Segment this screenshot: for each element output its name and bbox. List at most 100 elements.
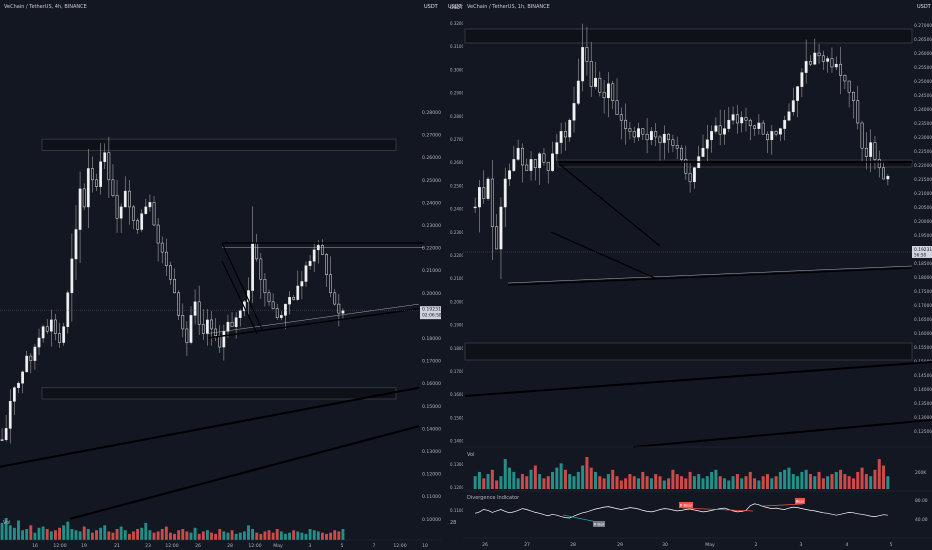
- left-volume-bar: [62, 525, 66, 540]
- left-volume-bar: [17, 520, 20, 540]
- left-volume-bar: [341, 529, 345, 540]
- left-volume-bar: [300, 532, 304, 540]
- right-candle: [671, 139, 675, 146]
- left-candle: [173, 278, 176, 294]
- right-volume-bar: [744, 476, 748, 489]
- right-volume-bar: [568, 474, 572, 489]
- left-volume-bar: [173, 533, 176, 540]
- right-volume-bar: [774, 476, 778, 489]
- left-volume-bar: [119, 526, 123, 540]
- right-volume-bar: [538, 474, 542, 489]
- left-candle: [37, 337, 41, 348]
- left-candle: [33, 346, 37, 361]
- horizontal-zone-right-top: [464, 28, 913, 44]
- right-volume-bar: [624, 478, 628, 489]
- right-volume-bar: [748, 471, 752, 489]
- left-volume-bar: [189, 532, 193, 540]
- y-tick-label-right: 0.16000: [914, 331, 932, 337]
- left-candle: [263, 278, 267, 294]
- left-volume-bar: [66, 521, 70, 540]
- right-candle: [864, 147, 868, 157]
- right-volume-bar: [512, 471, 516, 489]
- right-candle: [778, 128, 782, 135]
- chart-panel-left[interactable]: 0.28000 0.27000 0.26000 0.25000 0.24000 0.230…: [0, 0, 441, 550]
- right-candle: [662, 133, 666, 143]
- x-tick-label-left: 23: [145, 543, 151, 549]
- right-volume-bar: [606, 474, 610, 489]
- right-candle: [516, 147, 520, 160]
- left-candle: [58, 333, 61, 343]
- left-volume-bar: [103, 525, 107, 540]
- right-volume-bar: [563, 469, 567, 489]
- y-tick-label-left: 0.22000: [422, 246, 441, 252]
- x-tick-label-left: 28: [227, 543, 233, 549]
- right-candle: [748, 119, 752, 127]
- chart-panel-right[interactable]: 0.27000 0.26500 0.26000 0.25500 0.25000 0.245…: [448, 0, 932, 550]
- left-candle: [140, 213, 144, 230]
- left-candle: [210, 319, 213, 330]
- chart-right-svg[interactable]: 0.27000 0.26500 0.26000 0.25500 0.25000 0.245…: [463, 0, 932, 550]
- y-tick-label-right: 0.13000: [914, 415, 932, 421]
- left-volume-bar: [181, 529, 185, 540]
- left-candle: [54, 319, 57, 334]
- left-candle: [115, 195, 119, 219]
- trendline-bottom-right: [632, 419, 932, 448]
- left-candle: [132, 206, 135, 221]
- right-candle: [589, 61, 593, 87]
- indicator-tick-label: 80.00: [915, 498, 928, 504]
- left-volume-bar: [54, 530, 57, 540]
- right-volume-bar: [830, 474, 834, 489]
- x-tick-label-right: 27: [524, 542, 530, 548]
- right-volume-bar: [598, 476, 602, 489]
- left-volume-bar: [271, 532, 275, 540]
- y-tick-label-left: 0.27000: [422, 133, 441, 139]
- left-volume-bar: [25, 529, 29, 540]
- left-candle: [0, 439, 4, 441]
- chart-left-svg[interactable]: 0.28000 0.27000 0.26000 0.25000 0.24000 0.230…: [0, 0, 441, 550]
- right-candle: [860, 122, 864, 149]
- right-volume-bar: [787, 467, 791, 489]
- right-candle: [525, 164, 529, 171]
- y-tick-label-right: 0.14500: [914, 373, 932, 379]
- x-tick-label-left: 7: [373, 543, 376, 549]
- left-candle: [148, 202, 152, 208]
- left-candle: [17, 382, 20, 388]
- left-volume-bar: [267, 530, 271, 540]
- right-candle: [546, 161, 550, 171]
- y-tick-label-right: 0.27000: [914, 23, 932, 29]
- right-candle: [555, 142, 559, 155]
- right-candle: [611, 83, 615, 101]
- y-tick-label-right: 0.13500: [914, 401, 932, 407]
- horizontal-zone-right-mid: [557, 159, 913, 168]
- left-volume-bar: [329, 532, 333, 540]
- left-candle: [82, 188, 86, 208]
- right-volume-bar: [851, 478, 855, 489]
- right-candle: [598, 77, 602, 93]
- right-volume-bar: [572, 476, 576, 489]
- y-tick-label-right-left-scale: 0.16000: [450, 392, 463, 397]
- left-volume-bar: [320, 532, 324, 540]
- bear-marker-1: [679, 502, 693, 508]
- indicator-tick-label: 40.00: [915, 517, 928, 523]
- right-candle: [809, 61, 812, 65]
- x-tick-label-right: 28: [570, 542, 576, 548]
- left-candle: [164, 251, 168, 266]
- support-line-right: [507, 267, 913, 286]
- chart-title-right: VeChain / TetherUS, 1h, BINANCE: [467, 4, 550, 10]
- right-candle: [619, 114, 623, 121]
- right-candle: [718, 125, 722, 135]
- left-candle: [259, 258, 263, 280]
- volume-axis-label-right: 200K: [915, 470, 926, 476]
- x-tick-label-left: 10: [422, 543, 428, 549]
- y-tick-label-right: 0.22500: [914, 149, 932, 155]
- x-tick-label-right: 29: [617, 542, 623, 548]
- right-volume-bar: [718, 476, 722, 489]
- left-volume-bar: [308, 529, 312, 540]
- left-volume-bar: [169, 532, 172, 540]
- right-volume-bar: [808, 474, 812, 489]
- right-volume-bar: [727, 480, 731, 489]
- right-volume-bar: [821, 478, 825, 489]
- left-volume-bar: [292, 530, 296, 540]
